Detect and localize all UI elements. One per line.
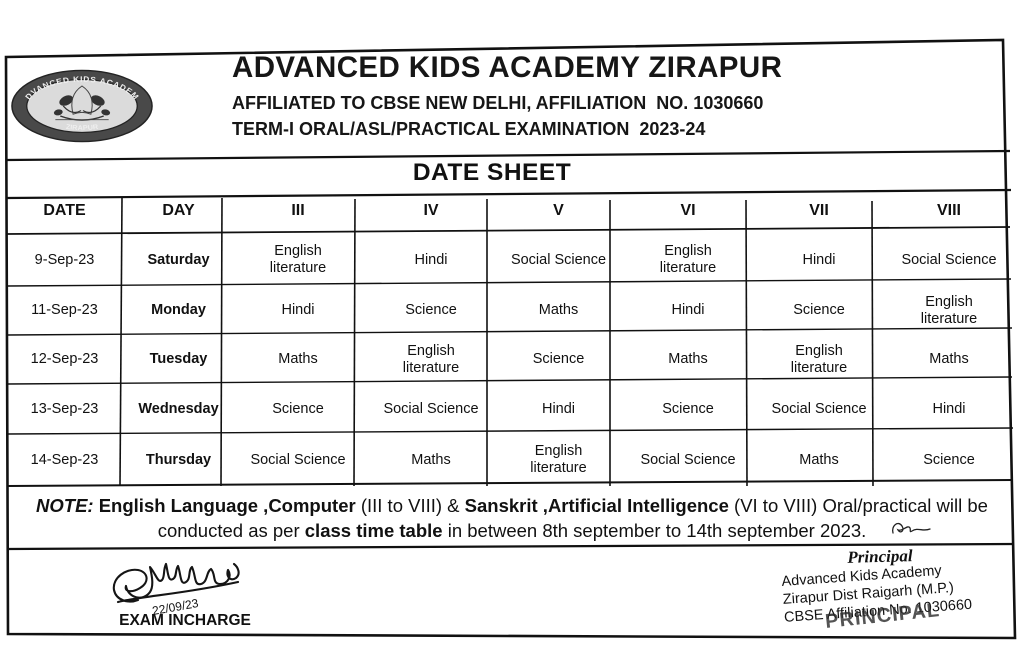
- svg-text:ZIRAPUR: ZIRAPUR: [65, 123, 98, 132]
